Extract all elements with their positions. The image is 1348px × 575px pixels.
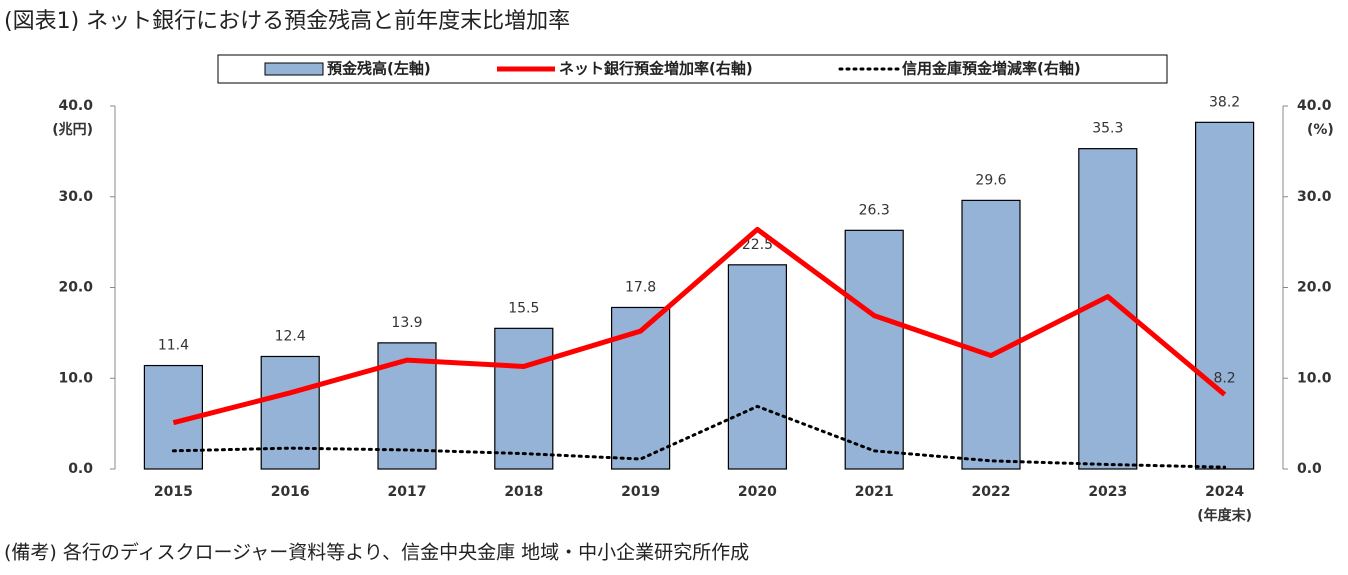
y2-tick-label: 20.0	[1297, 280, 1332, 296]
y2-tick-label: 30.0	[1297, 189, 1332, 205]
line	[172, 226, 1227, 426]
x-tick-label: 2019	[621, 484, 660, 500]
x-tick-label: 2017	[388, 484, 427, 500]
bar	[260, 355, 320, 470]
y-tick-label: 0.0	[68, 461, 93, 477]
x-tick-label: 2018	[504, 484, 543, 500]
bar-value-label: 38.2	[1209, 94, 1240, 110]
legend-label: 信用金庫預金増減率(右軸)	[902, 60, 1081, 78]
chart-title: (図表1) ネット銀行における預金残高と前年度末比増加率	[4, 9, 570, 34]
bar	[844, 229, 904, 470]
y-tick-label: 30.0	[58, 189, 93, 205]
dotted-line	[171, 404, 1227, 469]
y2-tick-label: 10.0	[1297, 370, 1332, 386]
legend-label: ネット銀行預金増加率(右軸)	[559, 60, 753, 78]
y-tick-label: 10.0	[58, 370, 93, 386]
x-tick-label: 2024	[1205, 484, 1244, 500]
y-unit: (兆円)	[52, 122, 93, 138]
line-value-label: 8.2	[1213, 371, 1235, 387]
x-note: (年度末)	[1197, 507, 1252, 524]
legend-box	[217, 54, 1168, 84]
x-tick-label: 2023	[1088, 484, 1127, 500]
x-tick-label: 2022	[972, 484, 1011, 500]
x-tick-label: 2020	[738, 484, 777, 500]
y2-tick-label: 40.0	[1297, 98, 1332, 114]
bar	[1194, 121, 1255, 470]
bar-value-label: 22.5	[742, 237, 773, 253]
bar-value-label: 12.4	[275, 328, 306, 344]
bar	[494, 327, 554, 470]
bar	[961, 199, 1021, 470]
legend-label: 預金残高(左軸)	[327, 60, 431, 78]
bar	[727, 264, 788, 470]
y-tick-label: 20.0	[58, 280, 93, 296]
bar-value-label: 15.5	[508, 300, 539, 316]
bar-value-label: 11.4	[158, 338, 189, 354]
bar-value-label: 13.9	[391, 315, 422, 331]
bar-value-label: 35.3	[1092, 121, 1123, 137]
bar-value-label: 17.8	[625, 279, 656, 295]
y2-unit: (%)	[1307, 122, 1334, 138]
legend-swatch	[264, 62, 324, 76]
y2-tick-label: 0.0	[1297, 461, 1322, 477]
y-tick-label: 40.0	[58, 98, 93, 114]
x-tick-label: 2021	[855, 484, 894, 500]
bar-value-label: 29.6	[975, 172, 1006, 188]
bar-value-label: 26.3	[859, 202, 890, 218]
x-tick-label: 2015	[154, 484, 193, 500]
source-note: (備考) 各行のディスクロージャー資料等より、信金中央金庫 地域・中小企業研究所…	[4, 542, 749, 564]
x-tick-label: 2016	[271, 484, 310, 500]
